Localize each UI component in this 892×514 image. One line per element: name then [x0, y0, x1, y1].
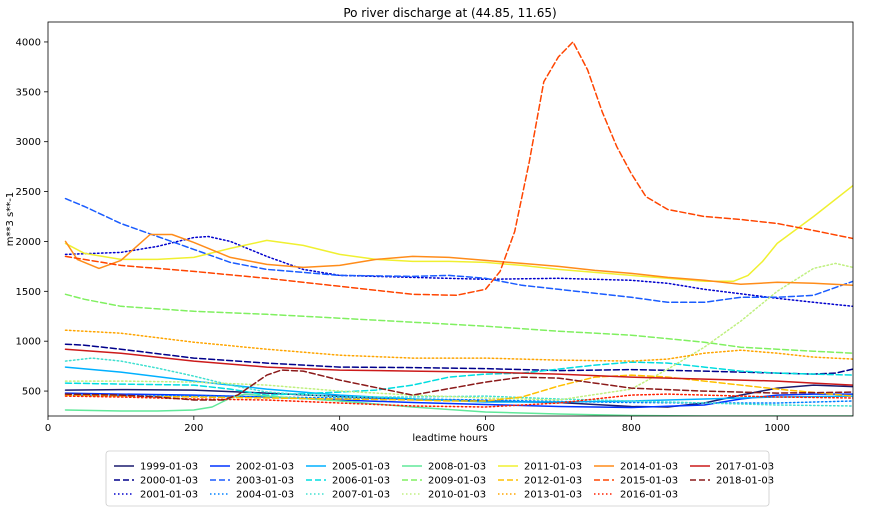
y-tick-label: 1000: [16, 337, 41, 348]
legend-label: 2017-01-03: [716, 462, 774, 473]
legend-label: 2015-01-03: [620, 476, 678, 487]
legend-label: 2005-01-03: [332, 462, 390, 473]
series-line-2003-01-03: [64, 197, 853, 304]
x-tick-label: 600: [476, 423, 495, 434]
series-line-2015-01-03: [64, 41, 853, 297]
legend-label: 1999-01-03: [140, 462, 198, 473]
series-line-2014-01-03: [64, 233, 853, 287]
x-axis-label: leadtime hours: [412, 433, 487, 444]
y-axis: 500 1000 1500 2000 2500 3000 3500 4000: [16, 37, 48, 398]
x-tick-label: 800: [622, 423, 641, 434]
series-line-2010-01-03: [64, 262, 853, 401]
y-axis-label: m**3 s**-1: [5, 192, 16, 246]
legend-label: 2004-01-03: [236, 490, 294, 501]
legend-label: 2006-01-03: [332, 476, 390, 487]
series-line-2009-01-03: [64, 293, 853, 354]
y-tick-label: 2000: [16, 237, 41, 248]
legend-label: 2011-01-03: [524, 462, 582, 473]
legend-label: 2000-01-03: [140, 476, 198, 487]
legend-label: 2002-01-03: [236, 462, 294, 473]
legend: 1999-01-03 2000-01-03 2001-01-03 2002-01-03…: [105, 450, 774, 507]
legend-label: 2016-01-03: [620, 490, 678, 501]
legend-label: 2003-01-03: [236, 476, 294, 487]
x-tick-label: 200: [184, 423, 203, 434]
legend-label: 2001-01-03: [140, 490, 198, 501]
y-tick-label: 4000: [16, 37, 41, 48]
plot-area: [47, 21, 854, 417]
y-tick-label: 3000: [16, 137, 41, 148]
series-line-2013-01-03: [64, 329, 853, 362]
chart-title: Po river discharge at (44.85, 11.65): [343, 6, 556, 20]
series-line-2006-01-03: [64, 361, 853, 396]
series-line-2016-01-03: [64, 393, 853, 408]
legend-label: 2010-01-03: [428, 490, 486, 501]
legend-label: 2012-01-03: [524, 476, 582, 487]
x-tick-label: 1000: [764, 423, 789, 434]
plot-frame: [47, 21, 854, 417]
series-line-2000-01-03: [64, 343, 853, 375]
legend-label: 2018-01-03: [716, 476, 774, 487]
series-line-2001-01-03: [64, 235, 853, 308]
legend-label: 2007-01-03: [332, 490, 390, 501]
y-tick-label: 1500: [16, 287, 41, 298]
x-axis: 0 200 400 600 800 1000: [45, 416, 790, 434]
series-line-2011-01-03: [64, 184, 853, 283]
series-line-2017-01-03: [64, 348, 853, 386]
legend-label: 2013-01-03: [524, 490, 582, 501]
legend-label: 2008-01-03: [428, 462, 486, 473]
x-tick-label: 0: [45, 423, 51, 434]
series-line-2018-01-03: [64, 369, 853, 401]
y-tick-label: 3500: [16, 87, 41, 98]
legend-label: 2009-01-03: [428, 476, 486, 487]
series-line-2007-01-03: [64, 357, 853, 407]
legend-box: [105, 450, 770, 507]
y-tick-label: 2500: [16, 187, 41, 198]
series-line-2004-01-03: [64, 394, 853, 404]
y-tick-label: 500: [22, 387, 41, 398]
legend-label: 2014-01-03: [620, 462, 678, 473]
x-tick-label: 400: [330, 423, 349, 434]
